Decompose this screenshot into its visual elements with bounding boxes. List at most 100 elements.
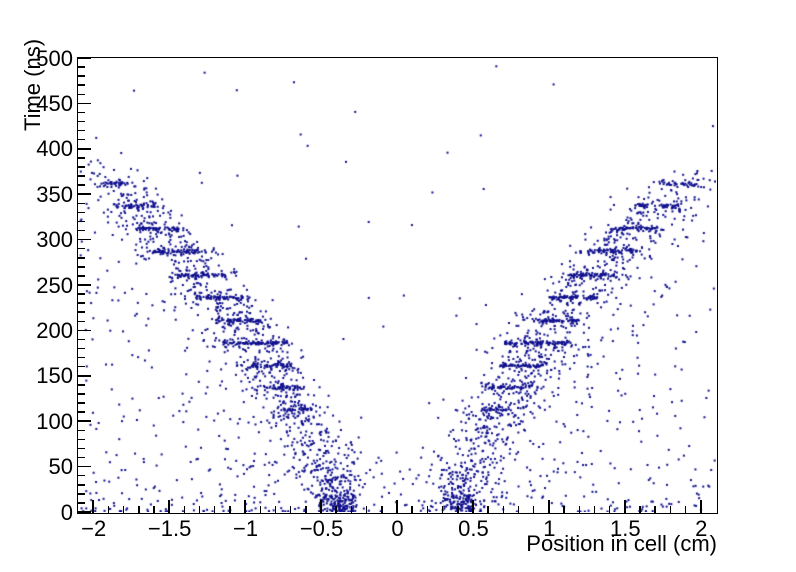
y-minor-tick bbox=[78, 320, 85, 323]
x-minor-tick bbox=[365, 506, 368, 513]
x-minor-tick bbox=[335, 506, 337, 513]
y-tick-label: 400 bbox=[36, 136, 73, 162]
x-minor-tick bbox=[684, 506, 687, 513]
y-tick-label: 50 bbox=[48, 454, 73, 480]
x-minor-tick bbox=[639, 506, 641, 513]
x-minor-tick bbox=[198, 506, 201, 513]
y-major-tick bbox=[78, 284, 91, 286]
x-minor-tick bbox=[563, 506, 565, 513]
x-minor-tick bbox=[593, 506, 596, 513]
x-minor-tick bbox=[381, 506, 383, 513]
x-tick-label: 0 bbox=[391, 516, 404, 541]
y-minor-tick bbox=[78, 474, 85, 477]
x-tick-label: 0.5 bbox=[458, 516, 489, 541]
y-minor-tick bbox=[78, 184, 85, 186]
x-major-tick bbox=[244, 500, 246, 513]
y-major-tick bbox=[78, 465, 91, 468]
x-major-tick bbox=[396, 500, 398, 513]
y-minor-tick bbox=[78, 429, 85, 432]
y-minor-tick bbox=[78, 384, 85, 386]
x-minor-tick bbox=[502, 506, 505, 513]
x-major-tick bbox=[92, 500, 94, 513]
x-major-tick bbox=[168, 500, 170, 513]
y-minor-tick bbox=[78, 293, 85, 295]
y-major-tick bbox=[78, 329, 91, 332]
y-minor-tick bbox=[78, 157, 85, 159]
y-minor-tick bbox=[78, 447, 85, 450]
y-minor-tick bbox=[78, 75, 85, 77]
x-minor-tick bbox=[487, 506, 489, 513]
y-tick-label: 250 bbox=[36, 272, 73, 298]
y-major-tick bbox=[78, 511, 91, 513]
x-minor-tick bbox=[654, 506, 656, 513]
x-minor-tick bbox=[669, 506, 672, 513]
x-major-tick bbox=[548, 500, 550, 513]
y-major-tick bbox=[78, 375, 91, 377]
y-minor-tick bbox=[78, 66, 85, 68]
y-minor-tick bbox=[78, 302, 85, 304]
x-minor-tick bbox=[153, 506, 155, 513]
y-minor-tick bbox=[78, 166, 85, 168]
y-major-tick bbox=[78, 57, 91, 59]
y-minor-tick bbox=[78, 120, 85, 123]
scatter-points-canvas bbox=[78, 58, 716, 512]
x-minor-tick bbox=[305, 506, 307, 513]
x-minor-tick bbox=[457, 506, 459, 513]
x-tick-label: −1 bbox=[233, 516, 259, 541]
plot-frame bbox=[77, 57, 718, 514]
x-minor-tick bbox=[350, 506, 353, 513]
y-minor-tick bbox=[78, 311, 85, 313]
y-tick-label: 500 bbox=[36, 45, 73, 71]
x-minor-tick bbox=[532, 506, 535, 513]
y-minor-tick bbox=[78, 138, 85, 141]
x-tick-label: −2 bbox=[81, 516, 107, 541]
x-minor-tick bbox=[107, 506, 110, 513]
y-minor-tick bbox=[78, 175, 85, 177]
y-minor-tick bbox=[78, 129, 85, 132]
x-tick-label: 2 bbox=[695, 516, 708, 541]
y-tick-label: 200 bbox=[36, 317, 73, 343]
x-major-tick bbox=[320, 500, 322, 513]
y-minor-tick bbox=[78, 229, 85, 232]
y-minor-tick bbox=[78, 484, 85, 486]
x-minor-tick bbox=[274, 506, 277, 513]
x-minor-tick bbox=[411, 506, 413, 513]
y-major-tick bbox=[78, 238, 91, 241]
y-minor-tick bbox=[78, 456, 85, 459]
y-major-tick bbox=[78, 102, 91, 105]
y-tick-label: 350 bbox=[36, 181, 73, 207]
x-major-tick bbox=[624, 500, 626, 513]
y-minor-tick bbox=[78, 347, 85, 350]
x-minor-tick bbox=[426, 506, 429, 513]
y-minor-tick bbox=[78, 93, 85, 96]
x-minor-tick bbox=[138, 506, 140, 513]
y-tick-label: 450 bbox=[36, 90, 73, 116]
y-minor-tick bbox=[78, 275, 85, 277]
y-minor-tick bbox=[78, 111, 85, 114]
y-minor-tick bbox=[78, 493, 85, 495]
x-tick-label: −0.5 bbox=[299, 516, 344, 541]
y-minor-tick bbox=[78, 211, 85, 214]
x-minor-tick bbox=[213, 506, 216, 513]
y-minor-tick bbox=[78, 266, 85, 268]
x-minor-tick bbox=[289, 506, 292, 513]
y-minor-tick bbox=[78, 365, 85, 368]
y-minor-tick bbox=[78, 356, 85, 359]
y-minor-tick bbox=[78, 438, 85, 441]
x-minor-tick bbox=[259, 506, 262, 513]
y-major-tick bbox=[78, 420, 91, 422]
x-major-tick bbox=[700, 500, 702, 513]
x-minor-tick bbox=[183, 506, 186, 513]
y-tick-label: 300 bbox=[36, 227, 73, 253]
x-minor-tick bbox=[229, 506, 231, 513]
y-minor-tick bbox=[78, 411, 85, 413]
x-minor-tick bbox=[122, 506, 125, 513]
y-tick-label: 100 bbox=[36, 408, 73, 434]
y-tick-label: 0 bbox=[60, 499, 73, 525]
y-major-tick bbox=[78, 193, 91, 195]
y-minor-tick bbox=[78, 247, 85, 250]
x-minor-tick bbox=[517, 506, 520, 513]
x-tick-label: 1.5 bbox=[610, 516, 641, 541]
y-major-tick bbox=[78, 148, 91, 150]
